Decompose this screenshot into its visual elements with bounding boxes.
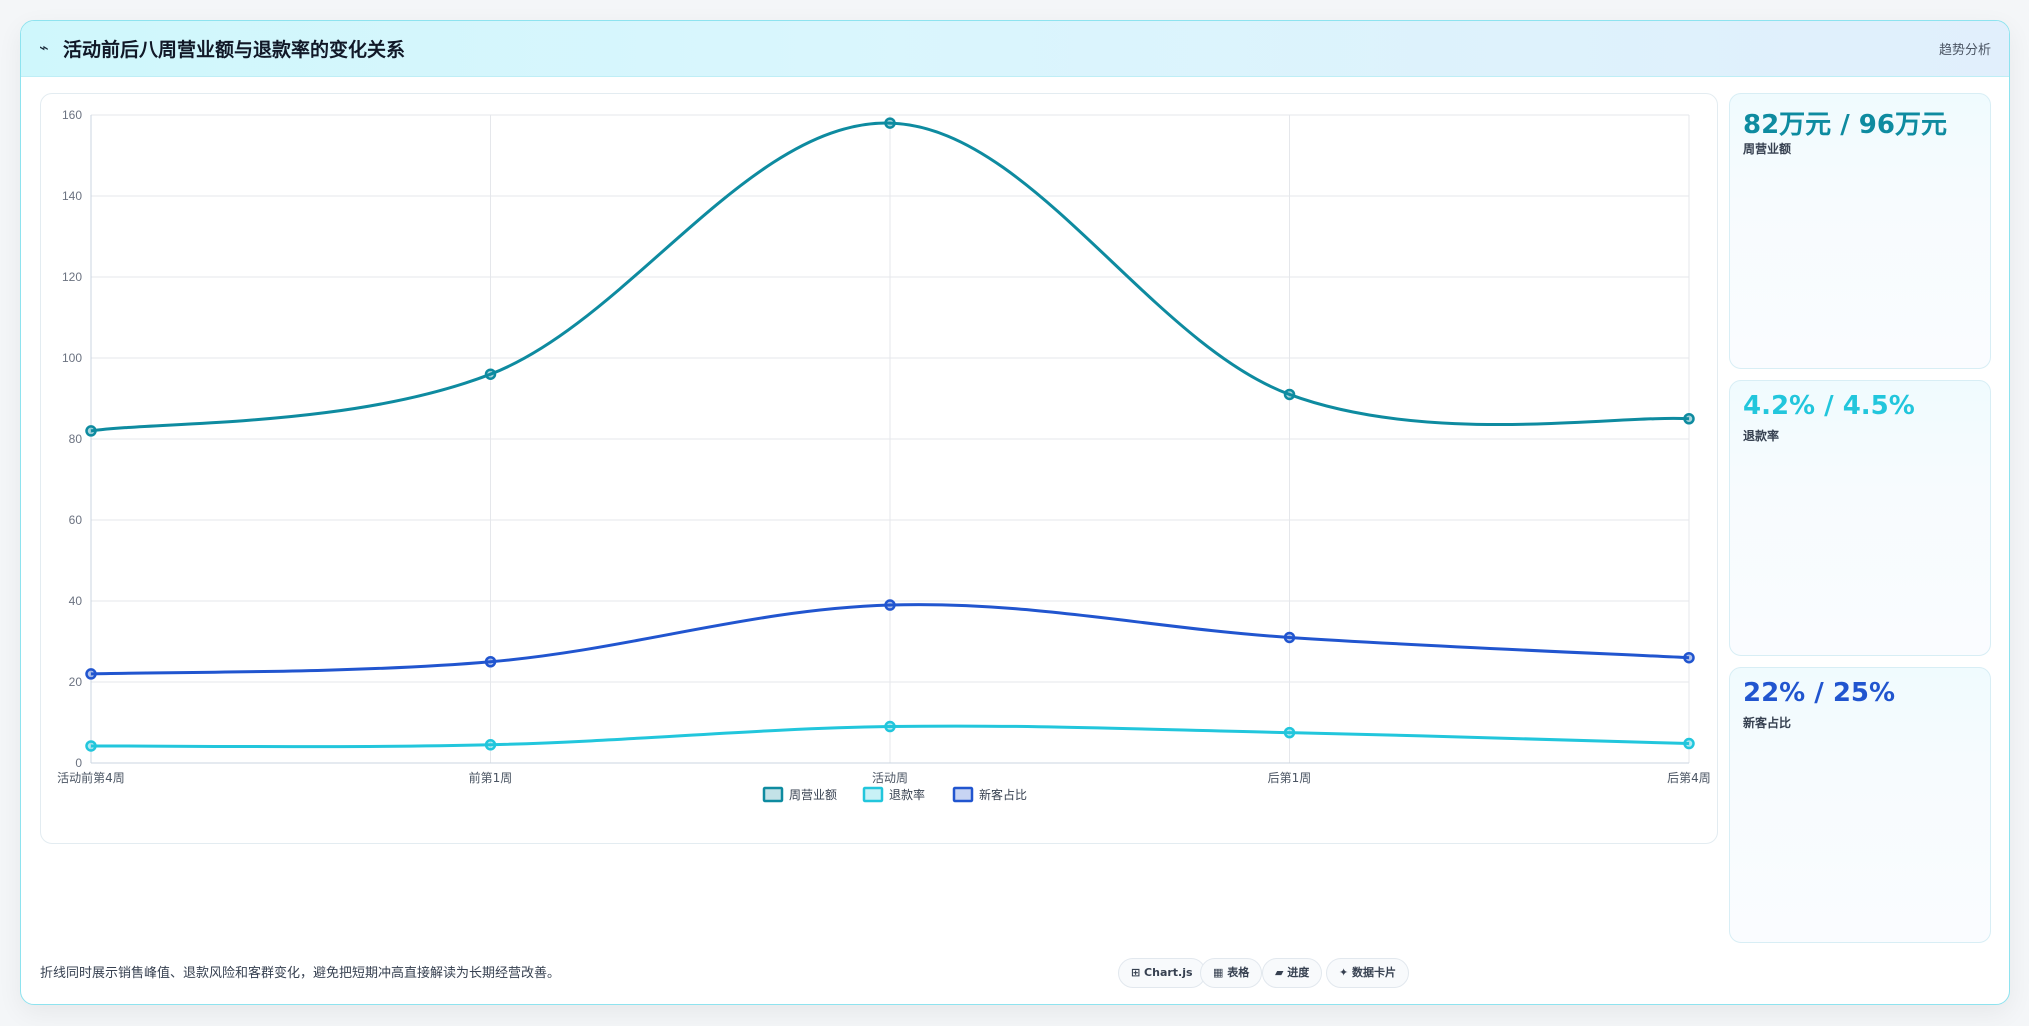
- kpi-card-revenue: 82万元 / 96万元 周营业额: [1729, 93, 1991, 369]
- y-tick-label: 100: [62, 351, 82, 365]
- legend-label: 新客占比: [979, 787, 1027, 802]
- data-point: [85, 425, 97, 437]
- progress-icon: ▰: [1275, 966, 1288, 979]
- pill-label: 数据卡片: [1352, 966, 1397, 979]
- y-tick-label: 40: [69, 594, 83, 608]
- data-point: [85, 668, 97, 680]
- card-header: ⌁ 活动前后八周营业额与退款率的变化关系 趋势分析: [21, 21, 2009, 77]
- kpi-value: 82万元 / 96万元: [1743, 110, 1947, 140]
- x-tick-label: 前第1周: [469, 770, 513, 785]
- chart-icon: ⊞: [1131, 966, 1145, 979]
- data-point: [1283, 631, 1296, 644]
- x-tick-label: 后第4周: [1667, 771, 1711, 785]
- pill-label: 表格: [1227, 966, 1250, 979]
- x-tick-label: 活动前第4周: [57, 770, 125, 785]
- data-point: [484, 739, 497, 751]
- kpi-label: 退款率: [1743, 429, 1780, 443]
- progress-pill[interactable]: ▰ 进度: [1262, 958, 1323, 988]
- legend-swatch: [952, 786, 974, 803]
- data-card-pill[interactable]: ✦ 数据卡片: [1326, 958, 1410, 988]
- y-tick-label: 140: [62, 189, 82, 203]
- legend-swatch: [762, 786, 784, 803]
- data-point: [1283, 726, 1296, 739]
- table-icon: ▦: [1213, 966, 1228, 979]
- data-point: [1683, 413, 1695, 425]
- y-tick-label: 60: [69, 513, 83, 527]
- y-tick-label: 20: [69, 675, 83, 689]
- kpi-label: 新客占比: [1743, 716, 1792, 730]
- card-title: 活动前后八周营业额与退款率的变化关系: [63, 39, 406, 61]
- data-point: [85, 740, 97, 752]
- card-icon: ✦: [1339, 966, 1353, 979]
- kpi-card-refund: 4.2% / 4.5% 退款率: [1729, 380, 1991, 656]
- series-line: [90, 603, 1690, 676]
- legend-label: 退款率: [889, 787, 925, 802]
- table-pill[interactable]: ▦ 表格: [1200, 958, 1263, 988]
- chart-card: ⌁ 活动前后八周营业额与退款率的变化关系 趋势分析 0 20 40 60 80 100 12…: [20, 20, 2010, 1005]
- kpi-label: 周营业额: [1743, 142, 1792, 156]
- data-point: [484, 368, 497, 380]
- kpi-card-new-customers: 22% / 25% 新客占比: [1729, 667, 1991, 943]
- data-point: [884, 720, 896, 733]
- kpi-value: 4.2% / 4.5%: [1743, 391, 1915, 421]
- series-line: [90, 724, 1690, 749]
- y-tick-label: 120: [62, 270, 82, 284]
- data-point: [484, 656, 497, 668]
- pill-label: 进度: [1287, 966, 1310, 979]
- data-point: [1683, 651, 1695, 664]
- y-tick-label: 80: [69, 432, 83, 446]
- data-point: [884, 599, 896, 611]
- series-line: [90, 121, 1690, 433]
- footer-note: 折线同时展示销售峰值、退款风险和客群变化，避免把短期冲高直接解读为长期经营改善。: [40, 966, 561, 981]
- data-point: [1683, 737, 1695, 750]
- line-chart: 0 20 40 60 80 100 120 140 160 活动前第4周 前第1周 活动周 后第1周 后第…: [57, 108, 1711, 803]
- y-tick-label: 160: [62, 108, 82, 122]
- legend-swatch: [862, 786, 884, 803]
- x-tick-label: 活动周: [872, 771, 908, 785]
- chart-panel: 0 20 40 60 80 100 120 140 160 活动前第4周 前第1周 活动周 后第1周 后第…: [40, 93, 1718, 844]
- chart-line-icon: ⌁: [39, 38, 49, 57]
- chartjs-pill[interactable]: ⊞ Chart.js: [1118, 958, 1206, 988]
- legend-label: 周营业额: [789, 788, 837, 802]
- pill-label: Chart.js: [1144, 966, 1193, 979]
- data-point: [1283, 388, 1296, 401]
- trend-analysis-link[interactable]: 趋势分析: [1938, 43, 1991, 58]
- y-tick-label: 0: [75, 756, 82, 770]
- data-point: [884, 117, 896, 129]
- x-tick-label: 后第1周: [1268, 771, 1312, 785]
- kpi-value: 22% / 25%: [1743, 678, 1896, 708]
